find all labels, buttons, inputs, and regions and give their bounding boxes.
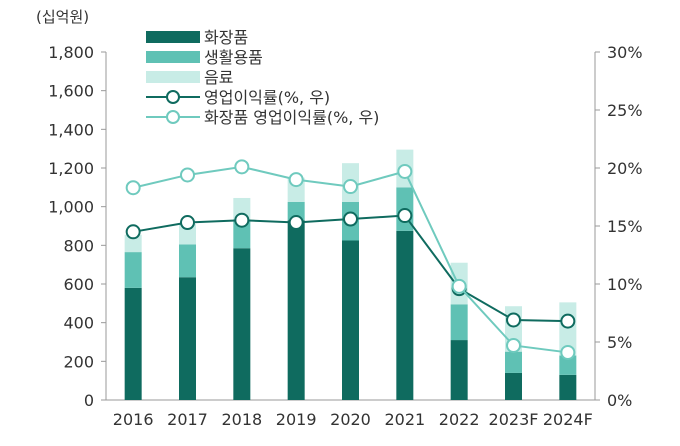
bar-cosmetics xyxy=(124,287,142,400)
bar-household xyxy=(287,201,305,221)
left-axis-tick-label: 600 xyxy=(63,275,94,294)
legend-swatch xyxy=(146,71,200,83)
x-axis-tick-label: 2020 xyxy=(330,410,371,429)
bar-cosmetics xyxy=(179,277,196,400)
x-axis-tick-label: 2018 xyxy=(221,410,262,429)
bar-household xyxy=(450,304,468,341)
x-axis-tick-label: 2017 xyxy=(167,410,208,429)
legend-label: 화장품 영업이익률(%, 우) xyxy=(204,108,379,127)
left-axis-tick-label: 1,200 xyxy=(48,159,94,178)
operating-margin-point xyxy=(397,208,413,224)
legend-marker xyxy=(166,90,180,104)
operating-margin-point xyxy=(234,212,250,228)
bar-beverage xyxy=(124,234,142,253)
legend-marker xyxy=(166,110,180,124)
cosmetics-margin-point xyxy=(180,167,195,183)
bar-household xyxy=(124,252,142,288)
bar-cosmetics xyxy=(505,372,522,400)
legend-label: 생활용품 xyxy=(204,48,263,67)
operating-margin-point xyxy=(180,215,195,231)
bar-household xyxy=(179,244,196,278)
right-axis-tick-label: 20% xyxy=(607,159,643,178)
x-axis-tick-label: 2021 xyxy=(384,410,425,429)
legend-label: 음료 xyxy=(204,68,233,87)
legend-swatch xyxy=(146,51,200,63)
left-axis-tick-label: 1,600 xyxy=(48,82,94,101)
cosmetics-margin-point xyxy=(560,344,576,360)
cosmetics-margin-point xyxy=(125,180,141,196)
x-axis-tick-label: 2022 xyxy=(439,410,480,429)
bar-beverage xyxy=(233,197,251,220)
cosmetics-margin-point xyxy=(288,172,304,188)
bar-cosmetics xyxy=(233,248,251,400)
bar-beverage xyxy=(179,224,196,245)
operating-margin-point xyxy=(560,313,576,329)
operating-margin-point xyxy=(125,224,141,240)
left-axis-tick-label: 200 xyxy=(63,352,94,371)
x-axis-tick-label: 2019 xyxy=(276,410,317,429)
cosmetics-margin-point xyxy=(234,159,250,175)
x-axis-tick-label: 2024F xyxy=(543,410,593,429)
right-axis-tick-label: 25% xyxy=(607,101,643,120)
left-axis-tick-label: 1,400 xyxy=(48,120,94,139)
cosmetics-margin-point xyxy=(506,337,521,353)
left-axis-tick-label: 800 xyxy=(63,236,94,255)
left-axis-tick-label: 0 xyxy=(84,391,94,410)
bar-cosmetics xyxy=(559,374,577,400)
operating-margin-point xyxy=(288,215,304,231)
x-axis-tick-label: 2016 xyxy=(113,410,154,429)
right-axis-tick-label: 0% xyxy=(607,391,632,410)
cosmetics-margin-point xyxy=(343,179,358,195)
right-axis-tick-label: 30% xyxy=(607,43,643,62)
legend-label: 화장품 xyxy=(204,28,248,47)
bar-household xyxy=(505,351,522,373)
left-axis-tick-label: 400 xyxy=(63,314,94,333)
left-axis-tick-label: 1,000 xyxy=(48,198,94,217)
unit-label: (십억원) xyxy=(36,8,89,26)
bar-cosmetics xyxy=(342,240,359,400)
bar-cosmetics xyxy=(287,220,305,400)
cosmetics-margin-point xyxy=(451,278,467,294)
x-axis-tick-label: 2023F xyxy=(489,410,539,429)
operating-margin-point xyxy=(506,312,521,328)
legend-label: 영업이익률(%, 우) xyxy=(204,88,330,107)
legend-swatch xyxy=(146,31,200,43)
bar-cosmetics xyxy=(396,230,414,400)
bar-household xyxy=(233,219,251,249)
right-axis-tick-label: 15% xyxy=(607,217,643,236)
left-axis-tick-label: 1,800 xyxy=(48,43,94,62)
bar-cosmetics xyxy=(450,340,468,400)
right-axis-tick-label: 5% xyxy=(607,333,632,352)
bar-household xyxy=(559,355,577,375)
operating-margin-point xyxy=(343,211,358,227)
cosmetics-margin-point xyxy=(397,163,413,179)
right-axis-tick-label: 10% xyxy=(607,275,643,294)
